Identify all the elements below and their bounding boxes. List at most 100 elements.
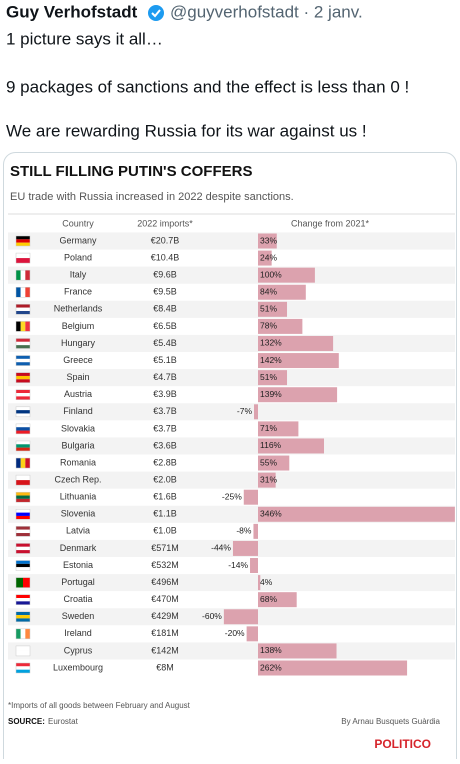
flag-stripe [16,529,30,534]
bar [258,387,338,403]
flag-stripe [25,287,30,298]
flag-stripe [16,287,21,298]
imports: €2.0B [153,474,177,484]
bar [250,558,258,574]
imports: €1.0B [153,526,177,536]
bar [223,609,258,625]
flag-border [15,304,31,315]
flag-border [15,543,31,554]
bar [258,660,408,676]
value-label: 262% [260,662,282,672]
country: France [64,287,92,297]
value-label: 51% [260,304,277,314]
flag-stripe [16,598,30,602]
flag-stripe [20,321,26,332]
flag-stripe [20,270,26,281]
row-band [8,642,455,660]
flag-stripe [16,492,30,496]
flag-border [15,389,31,400]
row-band [8,471,455,489]
country: Poland [64,252,92,262]
row-band [8,437,455,455]
bar [258,353,339,369]
value-label: 33% [260,235,277,245]
imports: €6.5B [153,321,177,331]
flag-border [15,423,31,435]
flag-stripe [16,645,30,651]
author[interactable]: Guy Verhofstadt [6,2,138,21]
imports: €5.4B [153,338,177,348]
source-label: SOURCE: [8,717,45,726]
flag-stripe [16,546,30,551]
flag-stripe [16,577,23,588]
imports: €532M [151,560,179,570]
rows: Germany €20.7B 33% Poland €10.4B 24% Italy €9.6… [8,232,455,676]
value-label: 24% [260,252,277,262]
row-band [8,539,455,557]
flag-stripe [16,423,30,428]
value-label: -25% [222,491,242,501]
flag-stripe [16,526,30,530]
country: Romania [60,457,96,467]
imports: €3.9B [153,389,177,399]
flag-border [15,594,31,605]
flag-stripe [16,669,30,673]
value-label: -8% [236,526,252,536]
flag-stripe [16,615,30,619]
flag-stripe [16,413,30,417]
flag-border [15,474,31,486]
flag-stripe [16,307,30,311]
flag-stripe [16,515,30,520]
bar [232,540,258,556]
flag-stripe [23,577,30,588]
bar [254,404,258,420]
flag-stripe [16,406,30,411]
flag-stripe [16,480,30,486]
bar [258,575,261,591]
country: Hungary [61,338,96,348]
verified-check [151,9,161,18]
value-label: 55% [260,457,277,467]
flag-stripe [16,628,21,639]
tweet-line: 1 picture says it all… [6,29,163,48]
bar [258,318,303,334]
flag-border [15,560,31,571]
bar [258,284,306,300]
country: Greece [63,355,93,365]
flag-stripe [25,458,30,469]
flag-stripe [16,362,30,366]
imports: €9.5B [153,287,177,297]
tweet-line: 9 packages of sanctions and the effect i… [6,77,409,96]
flag-stripe [16,618,30,622]
country: Bulgaria [61,440,94,450]
source: Eurostat [48,717,79,726]
flag-border [15,577,31,588]
value-label: 31% [260,474,277,484]
flag-stripe [16,594,30,599]
imports: €10.4B [151,252,180,262]
column-header: 2022 imports* [137,218,193,228]
imports: €142M [151,645,179,655]
value-label: -7% [237,406,253,416]
flag-stripe [16,270,21,281]
flag-stripe [16,611,30,616]
bar [258,506,455,522]
flag-stripe [16,498,30,503]
country: Cyprus [64,645,93,655]
flag-stripe [20,628,26,639]
imports: €181M [151,628,179,638]
country: Slovakia [61,423,95,433]
column-header: Country [62,218,94,228]
handle-date[interactable]: @guyverhofstadt · 2 janv. [170,2,363,21]
flag-stripe [16,550,30,554]
flag-stripe [16,458,21,469]
bar [243,489,258,505]
bar [258,335,334,351]
flag-stripe [25,321,30,332]
flag-border [15,662,31,674]
country: Lithuania [60,492,97,502]
flag-border [15,491,31,503]
flag-stripe [16,253,30,259]
row-band [8,369,455,387]
